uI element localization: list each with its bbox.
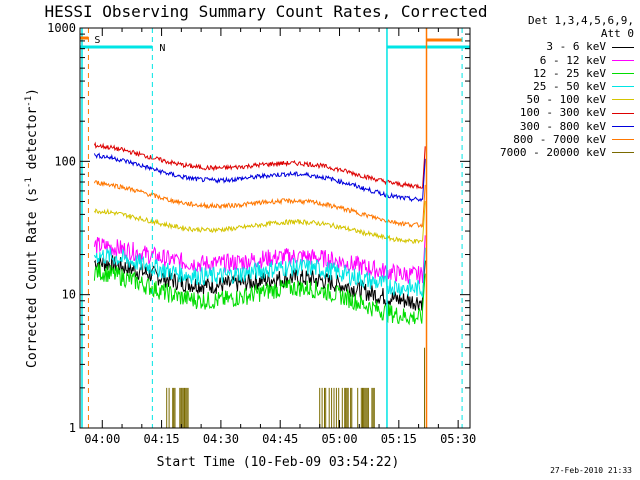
legend-swatch bbox=[612, 99, 634, 101]
legend: Det 1,3,4,5,6,9, Att 0 3 - 6 keV 6 - 12 k… bbox=[482, 14, 634, 159]
y-axis-label: Corrected Count Rate (s-1 detector-1) bbox=[24, 88, 40, 368]
x-tick-label: 05:30 bbox=[440, 432, 476, 446]
marker-layer: SN bbox=[80, 28, 470, 428]
y-axis: 1 10 100 1000 bbox=[47, 21, 470, 435]
legend-item: 12 - 25 keV bbox=[482, 67, 634, 80]
legend-item: 6 - 12 keV bbox=[482, 54, 634, 67]
legend-swatch bbox=[612, 112, 634, 114]
legend-item-label: 25 - 50 keV bbox=[533, 80, 606, 94]
legend-item-label: 6 - 12 keV bbox=[539, 53, 606, 67]
legend-item-label: 300 - 800 keV bbox=[519, 119, 606, 133]
legend-swatch bbox=[612, 152, 634, 154]
night-label: N bbox=[159, 43, 165, 54]
legend-header-2: Att 0 bbox=[600, 27, 634, 41]
legend-item-label: 800 - 7000 keV bbox=[513, 132, 606, 146]
series-800-7000-kev bbox=[93, 180, 426, 228]
series-100-300-kev bbox=[93, 141, 426, 190]
legend-swatch bbox=[612, 59, 634, 61]
y-tick-label: 100 bbox=[54, 154, 76, 168]
legend-header-1: Det 1,3,4,5,6,9, bbox=[528, 14, 634, 27]
legend-item: 800 - 7000 keV bbox=[482, 133, 634, 146]
legend-item: 50 - 100 keV bbox=[482, 93, 634, 106]
legend-swatch bbox=[612, 86, 634, 88]
x-tick-label: 05:15 bbox=[381, 432, 417, 446]
chart-title: HESSI Observing Summary Count Rates, Cor… bbox=[44, 2, 487, 21]
legend-swatch bbox=[612, 72, 634, 74]
x-axis: 04:00 04:15 04:30 04:45 05:00 05:15 05:30 bbox=[84, 28, 476, 446]
legend-item: 7000 - 20000 keV bbox=[482, 146, 634, 159]
legend-item: 300 - 800 keV bbox=[482, 120, 634, 133]
series-6-12-kev bbox=[93, 235, 426, 285]
x-axis-label: Start Time (10-Feb-09 03:54:22) bbox=[157, 455, 400, 470]
series-50-100-kev bbox=[93, 200, 426, 244]
legend-item-label: 12 - 25 keV bbox=[533, 66, 606, 80]
series-7000-20000-kev bbox=[166, 387, 375, 428]
legend-item: 3 - 6 keV bbox=[482, 40, 634, 53]
x-tick-label: 04:30 bbox=[203, 432, 239, 446]
plot-frame bbox=[79, 27, 471, 429]
legend-item-label: 50 - 100 keV bbox=[526, 93, 606, 107]
y-tick-label: 10 bbox=[62, 288, 76, 302]
series-12-25-kev bbox=[93, 263, 426, 326]
footer-timestamp: 27-Feb-2010 21:33 bbox=[550, 466, 632, 475]
legend-swatch bbox=[612, 125, 634, 127]
legend-swatch bbox=[612, 46, 634, 48]
series-25-50-kev bbox=[93, 247, 426, 299]
legend-item: 100 - 300 keV bbox=[482, 106, 634, 119]
saa-label: S bbox=[94, 35, 100, 46]
y-tick-label: 1000 bbox=[47, 21, 76, 35]
series-layer bbox=[93, 141, 426, 428]
x-tick-label: 04:15 bbox=[144, 432, 180, 446]
legend-item: 25 - 50 keV bbox=[482, 80, 634, 93]
x-tick-label: 05:00 bbox=[321, 432, 357, 446]
series-300-800-kev bbox=[93, 152, 426, 203]
legend-swatch bbox=[612, 138, 634, 140]
legend-item-label: 7000 - 20000 keV bbox=[500, 146, 606, 160]
legend-item-label: 100 - 300 keV bbox=[519, 106, 606, 120]
legend-item-label: 3 - 6 keV bbox=[546, 40, 606, 54]
y-tick-label: 1 bbox=[69, 421, 76, 435]
x-tick-label: 04:45 bbox=[262, 432, 298, 446]
x-tick-label: 04:00 bbox=[84, 432, 120, 446]
